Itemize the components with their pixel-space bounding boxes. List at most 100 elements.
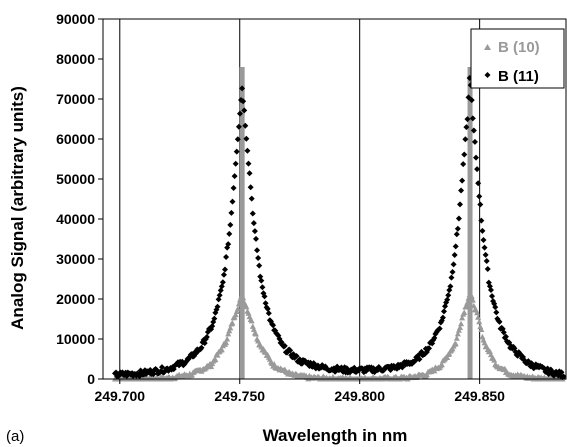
data-point: [471, 138, 478, 145]
data-point: [462, 136, 469, 143]
data-point: [261, 293, 268, 300]
data-point: [456, 201, 463, 208]
legend-box: [470, 28, 565, 89]
data-point: [487, 287, 494, 294]
data-point: [219, 279, 226, 286]
data-point: [481, 339, 488, 346]
x-tick-label: 249.750: [214, 388, 265, 404]
legend: B (10) B (11): [470, 28, 565, 89]
data-point: [456, 324, 463, 331]
data-point: [251, 228, 258, 235]
data-point: [453, 231, 460, 238]
data-point: [458, 320, 465, 327]
data-point: [481, 244, 488, 251]
data-point: [223, 254, 230, 261]
data-point: [245, 160, 252, 167]
data-point: [460, 161, 467, 168]
data-point: [220, 271, 227, 278]
data-point: [436, 325, 443, 332]
data-point: [489, 293, 496, 300]
data-point: [461, 309, 468, 315]
data-point: [439, 314, 446, 321]
data-point: [215, 296, 222, 303]
data-point: [469, 115, 476, 122]
data-point: [241, 107, 248, 114]
data-point: [240, 98, 247, 105]
data-point: [416, 356, 423, 363]
data-point: [225, 330, 232, 337]
legend-marker-b10: [484, 44, 491, 50]
data-point: [475, 180, 482, 187]
data-point: [262, 300, 269, 307]
data-point: [248, 317, 255, 324]
data-point: [447, 283, 454, 290]
y-tick-label: 0: [87, 371, 95, 387]
data-point: [239, 85, 246, 92]
data-point: [234, 136, 241, 143]
data-point: [496, 318, 503, 325]
data-point: [476, 318, 483, 325]
data-point: [265, 310, 272, 317]
data-point: [558, 369, 565, 376]
data-point: [249, 323, 256, 329]
data-point: [212, 356, 219, 363]
data-point: [455, 215, 462, 222]
data-point: [229, 198, 236, 205]
data-point: [281, 342, 288, 349]
peak-spike: [467, 67, 473, 379]
data-point: [454, 330, 461, 337]
data-point: [245, 310, 252, 316]
data-point: [236, 110, 243, 117]
data-point: [480, 237, 487, 244]
y-axis-title: Analog Signal (arbitrary units): [8, 86, 27, 330]
series-b-11-: [111, 74, 567, 381]
data-point: [218, 346, 225, 353]
data-point: [445, 292, 452, 299]
y-tick-label: 40000: [56, 211, 95, 227]
data-point: [227, 324, 234, 331]
data-point: [198, 344, 205, 351]
data-point: [228, 209, 235, 216]
data-point: [232, 311, 239, 318]
data-point: [483, 257, 490, 264]
data-point: [234, 305, 241, 312]
data-point: [484, 265, 491, 272]
data-point: [452, 340, 459, 347]
data-point: [226, 230, 233, 237]
x-tick-label: 249.850: [454, 388, 505, 404]
data-point: [473, 154, 480, 161]
data-point: [150, 371, 157, 378]
data-point: [454, 225, 461, 232]
data-point: [448, 274, 455, 281]
data-point: [123, 373, 130, 380]
data-point: [426, 345, 433, 352]
legend-label-b11: B (11): [498, 68, 539, 85]
data-point: [244, 147, 251, 154]
data-point: [444, 354, 451, 361]
data-point: [258, 277, 265, 284]
data-point: [231, 173, 238, 180]
data-point: [254, 247, 261, 254]
data-point: [252, 235, 259, 242]
data-point: [475, 314, 482, 320]
data-point: [249, 210, 256, 217]
data-point: [501, 365, 508, 372]
data-point: [493, 309, 500, 316]
data-point: [453, 335, 460, 341]
y-tick-label: 90000: [56, 11, 95, 27]
data-point: [235, 123, 242, 130]
data-point: [446, 350, 453, 357]
data-point: [463, 124, 470, 131]
data-point: [247, 184, 254, 191]
data-point: [444, 296, 451, 303]
x-tick-label: 249.700: [94, 388, 145, 404]
data-point: [214, 352, 221, 358]
data-point: [478, 326, 485, 333]
y-tick-label: 20000: [56, 291, 95, 307]
data-point: [482, 251, 489, 258]
y-axis-ticks: 0 10000 20000 30000 40000 50000 60000 70000 8000…: [56, 11, 103, 387]
data-point: [243, 303, 250, 310]
data-point: [476, 193, 483, 200]
peak-spike: [239, 67, 245, 379]
data-point: [259, 284, 266, 291]
